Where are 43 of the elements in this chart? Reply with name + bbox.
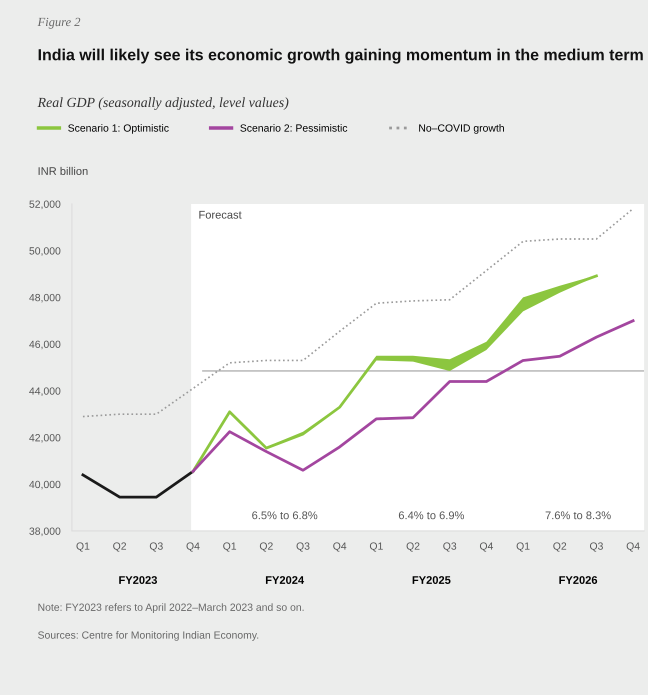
y-tick-label: 52,000 xyxy=(29,200,60,210)
x-tick-label: Q4 xyxy=(626,542,640,552)
x-tick-label: Q3 xyxy=(590,542,603,552)
y-tick-label: 44,000 xyxy=(29,387,60,396)
x-tick-label: Q1 xyxy=(76,542,90,552)
caption: Figure 2 xyxy=(38,18,80,29)
x-tick-label: Q2 xyxy=(406,542,420,552)
text: FY2023 xyxy=(119,576,158,584)
x-tick-label: Q1 xyxy=(370,542,383,552)
y-tick-label: 42,000 xyxy=(29,434,60,443)
annotation: 6.4% to 6.9% xyxy=(398,511,464,520)
annotation: 6.5% to 6.8% xyxy=(252,511,318,520)
y-tick-label: 40,000 xyxy=(29,480,60,490)
x-tick-label: Q3 xyxy=(296,542,310,552)
x-tick-label: Q3 xyxy=(150,542,163,552)
legend-label: Scenario 2: Pessimistic xyxy=(240,124,348,132)
source-note: Sources: Centre for Monitoring Indian Economy. xyxy=(38,631,258,641)
x-tick-label: Q4 xyxy=(480,542,494,552)
y-tick-label: 50,000 xyxy=(29,247,60,256)
y-tick-label: 48,000 xyxy=(29,294,60,303)
x-tick-label: Q1 xyxy=(223,542,236,552)
annotation: 7.6% to 8.3% xyxy=(546,511,611,520)
x-tick-label: Q2 xyxy=(113,542,126,552)
x-tick-label: Q1 xyxy=(516,542,530,552)
line-series xyxy=(192,319,634,473)
legend-label: No–COVID growth xyxy=(419,124,504,134)
text: FY2025 xyxy=(412,576,451,584)
x-tick-label: Q3 xyxy=(443,542,456,552)
text: FY2026 xyxy=(559,576,598,584)
x-tick-label: Q2 xyxy=(553,542,566,552)
chart-subtitle: Real GDP (seasonally adjusted, level values) xyxy=(38,97,288,110)
y-axis-title: INR billion xyxy=(38,166,88,176)
x-tick-label: Q4 xyxy=(333,542,346,552)
legend-label: Scenario 1: Optimistic xyxy=(68,124,169,134)
y-tick-label: 38,000 xyxy=(29,527,60,536)
x-tick-label: Q4 xyxy=(186,542,200,552)
x-tick-label: Q2 xyxy=(260,542,273,552)
annotation: Forecast xyxy=(199,210,242,219)
text: FY2024 xyxy=(266,576,304,584)
y-tick-label: 46,000 xyxy=(29,340,60,350)
text: Note: FY2023 refers to April 2022–March 2023 and so on. xyxy=(38,603,304,613)
chart-title: India will likely see its economic growth gaining momentum in the medium term xyxy=(38,48,643,64)
line-series xyxy=(82,208,634,418)
